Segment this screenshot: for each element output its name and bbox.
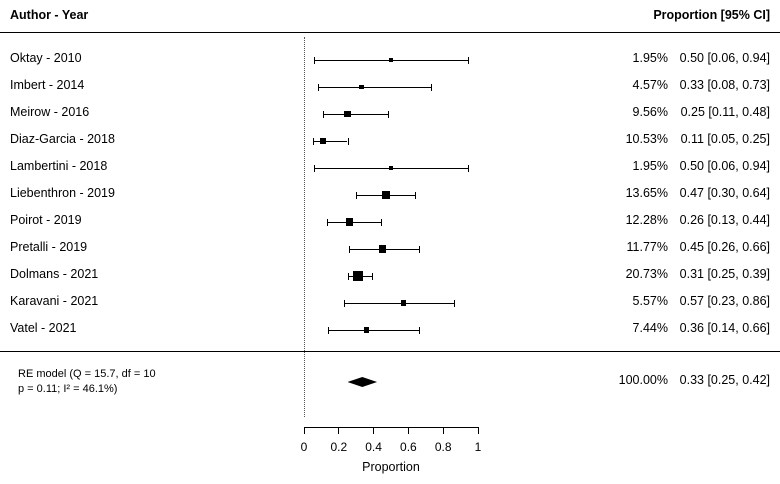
ci-cap-left	[317, 84, 319, 91]
weight-value: 5.57%	[632, 294, 668, 308]
x-axis-tick	[303, 427, 305, 434]
summary-estimate-value: 0.33 [0.25, 0.42]	[679, 373, 770, 387]
estimate-square	[378, 245, 386, 253]
header-divider-line	[0, 32, 780, 33]
estimate-ci-value: 0.33 [0.08, 0.73]	[679, 78, 770, 92]
re-model-label-line1: RE model (Q = 15.7, df = 10	[18, 368, 156, 380]
x-axis-tick	[477, 427, 479, 434]
estimate-square	[358, 84, 364, 90]
ci-line	[328, 330, 419, 331]
estimate-ci-value: 0.31 [0.25, 0.39]	[679, 267, 770, 281]
estimate-square	[353, 271, 363, 281]
estimate-ci-value: 0.36 [0.14, 0.66]	[679, 321, 770, 335]
ci-cap-left	[326, 219, 328, 226]
ci-cap-right	[467, 57, 469, 64]
ci-cap-left	[349, 246, 351, 253]
estimate-square	[345, 218, 353, 226]
weight-value: 4.57%	[632, 78, 668, 92]
weight-value: 9.56%	[632, 105, 668, 119]
estimate-square	[319, 137, 327, 145]
ci-line	[317, 87, 431, 88]
study-label: Oktay - 2010	[10, 51, 82, 65]
weight-value: 10.53%	[625, 132, 668, 146]
weight-value: 1.95%	[632, 51, 668, 65]
weight-value: 1.95%	[632, 159, 668, 173]
ci-cap-right	[418, 246, 420, 253]
ci-cap-left	[347, 273, 349, 280]
ci-cap-left	[314, 165, 316, 172]
re-model-label-line2: p = 0.11; I² = 46.1%)	[18, 383, 118, 395]
x-axis-tick-label: 0.4	[365, 440, 382, 454]
ci-cap-right	[453, 300, 455, 307]
weight-value: 20.73%	[625, 267, 668, 281]
column-header-proportion-ci: Proportion [95% CI]	[653, 8, 770, 22]
weight-value: 13.65%	[625, 186, 668, 200]
x-axis-tick-label: 1	[474, 440, 482, 454]
ci-cap-left	[328, 327, 330, 334]
estimate-ci-value: 0.57 [0.23, 0.86]	[679, 294, 770, 308]
ci-cap-right	[431, 84, 433, 91]
estimate-square	[381, 191, 390, 199]
study-label: Pretalli - 2019	[10, 240, 88, 254]
estimate-square	[363, 327, 370, 333]
study-label: Meirow - 2016	[10, 105, 90, 119]
estimate-ci-value: 0.11 [0.05, 0.25]	[680, 132, 770, 146]
ci-cap-left	[312, 138, 314, 145]
study-label: Dolmans - 2021	[10, 267, 99, 281]
weight-value: 11.77%	[626, 240, 668, 254]
re-model-label: RE model (Q = 15.7, df = 10 p = 0.11; I²…	[18, 367, 156, 397]
x-axis-line	[304, 427, 478, 428]
study-label: Lambertini - 2018	[10, 159, 108, 173]
x-axis-tick-label: 0	[300, 440, 308, 454]
ci-cap-left	[323, 111, 325, 118]
estimate-ci-value: 0.47 [0.30, 0.64]	[679, 186, 770, 200]
x-axis-tick	[407, 427, 409, 434]
ci-line	[323, 114, 388, 115]
reference-dotted-line	[303, 37, 305, 417]
ci-cap-right	[387, 111, 389, 118]
study-label: Karavani - 2021	[10, 294, 99, 308]
ci-cap-right	[380, 219, 382, 226]
x-axis-tick-label: 0.8	[434, 440, 452, 454]
study-label: Vatel - 2021	[10, 321, 77, 335]
ci-cap-right	[371, 273, 373, 280]
ci-cap-right	[467, 165, 469, 172]
x-axis-tick	[338, 427, 340, 434]
ci-cap-right	[415, 192, 417, 199]
ci-line	[344, 303, 454, 304]
ci-cap-left	[344, 300, 346, 307]
ci-line	[312, 141, 348, 142]
study-label: Diaz-Garcia - 2018	[10, 132, 115, 146]
study-label: Imbert - 2014	[10, 78, 85, 92]
summary-diamond	[347, 377, 378, 387]
ci-cap-right	[347, 138, 349, 145]
x-axis-tick-label: 0.2	[330, 440, 348, 454]
estimate-ci-value: 0.25 [0.11, 0.48]	[680, 105, 770, 119]
x-axis-title: Proportion	[362, 460, 420, 474]
estimate-ci-value: 0.26 [0.13, 0.44]	[679, 213, 770, 227]
summary-weight-value: 100.00%	[618, 373, 668, 387]
x-axis-tick	[373, 427, 375, 434]
x-axis-tick	[442, 427, 444, 434]
ci-line	[326, 222, 381, 223]
estimate-ci-value: 0.50 [0.06, 0.94]	[679, 51, 770, 65]
ci-cap-right	[418, 327, 420, 334]
study-label: Poirot - 2019	[10, 213, 82, 227]
column-header-author-year: Author - Year	[10, 8, 89, 22]
summary-divider-line	[0, 351, 780, 352]
estimate-square	[388, 57, 394, 63]
weight-value: 12.28%	[625, 213, 668, 227]
estimate-square	[388, 165, 394, 171]
study-label: Liebenthron - 2019	[10, 186, 115, 200]
estimate-square	[344, 110, 351, 118]
estimate-ci-value: 0.50 [0.06, 0.94]	[679, 159, 770, 173]
ci-cap-left	[356, 192, 358, 199]
ci-cap-left	[314, 57, 316, 64]
estimate-ci-value: 0.45 [0.26, 0.66]	[679, 240, 770, 254]
weight-value: 7.44%	[632, 321, 668, 335]
x-axis-tick-label: 0.6	[400, 440, 417, 454]
estimate-square	[400, 300, 406, 306]
